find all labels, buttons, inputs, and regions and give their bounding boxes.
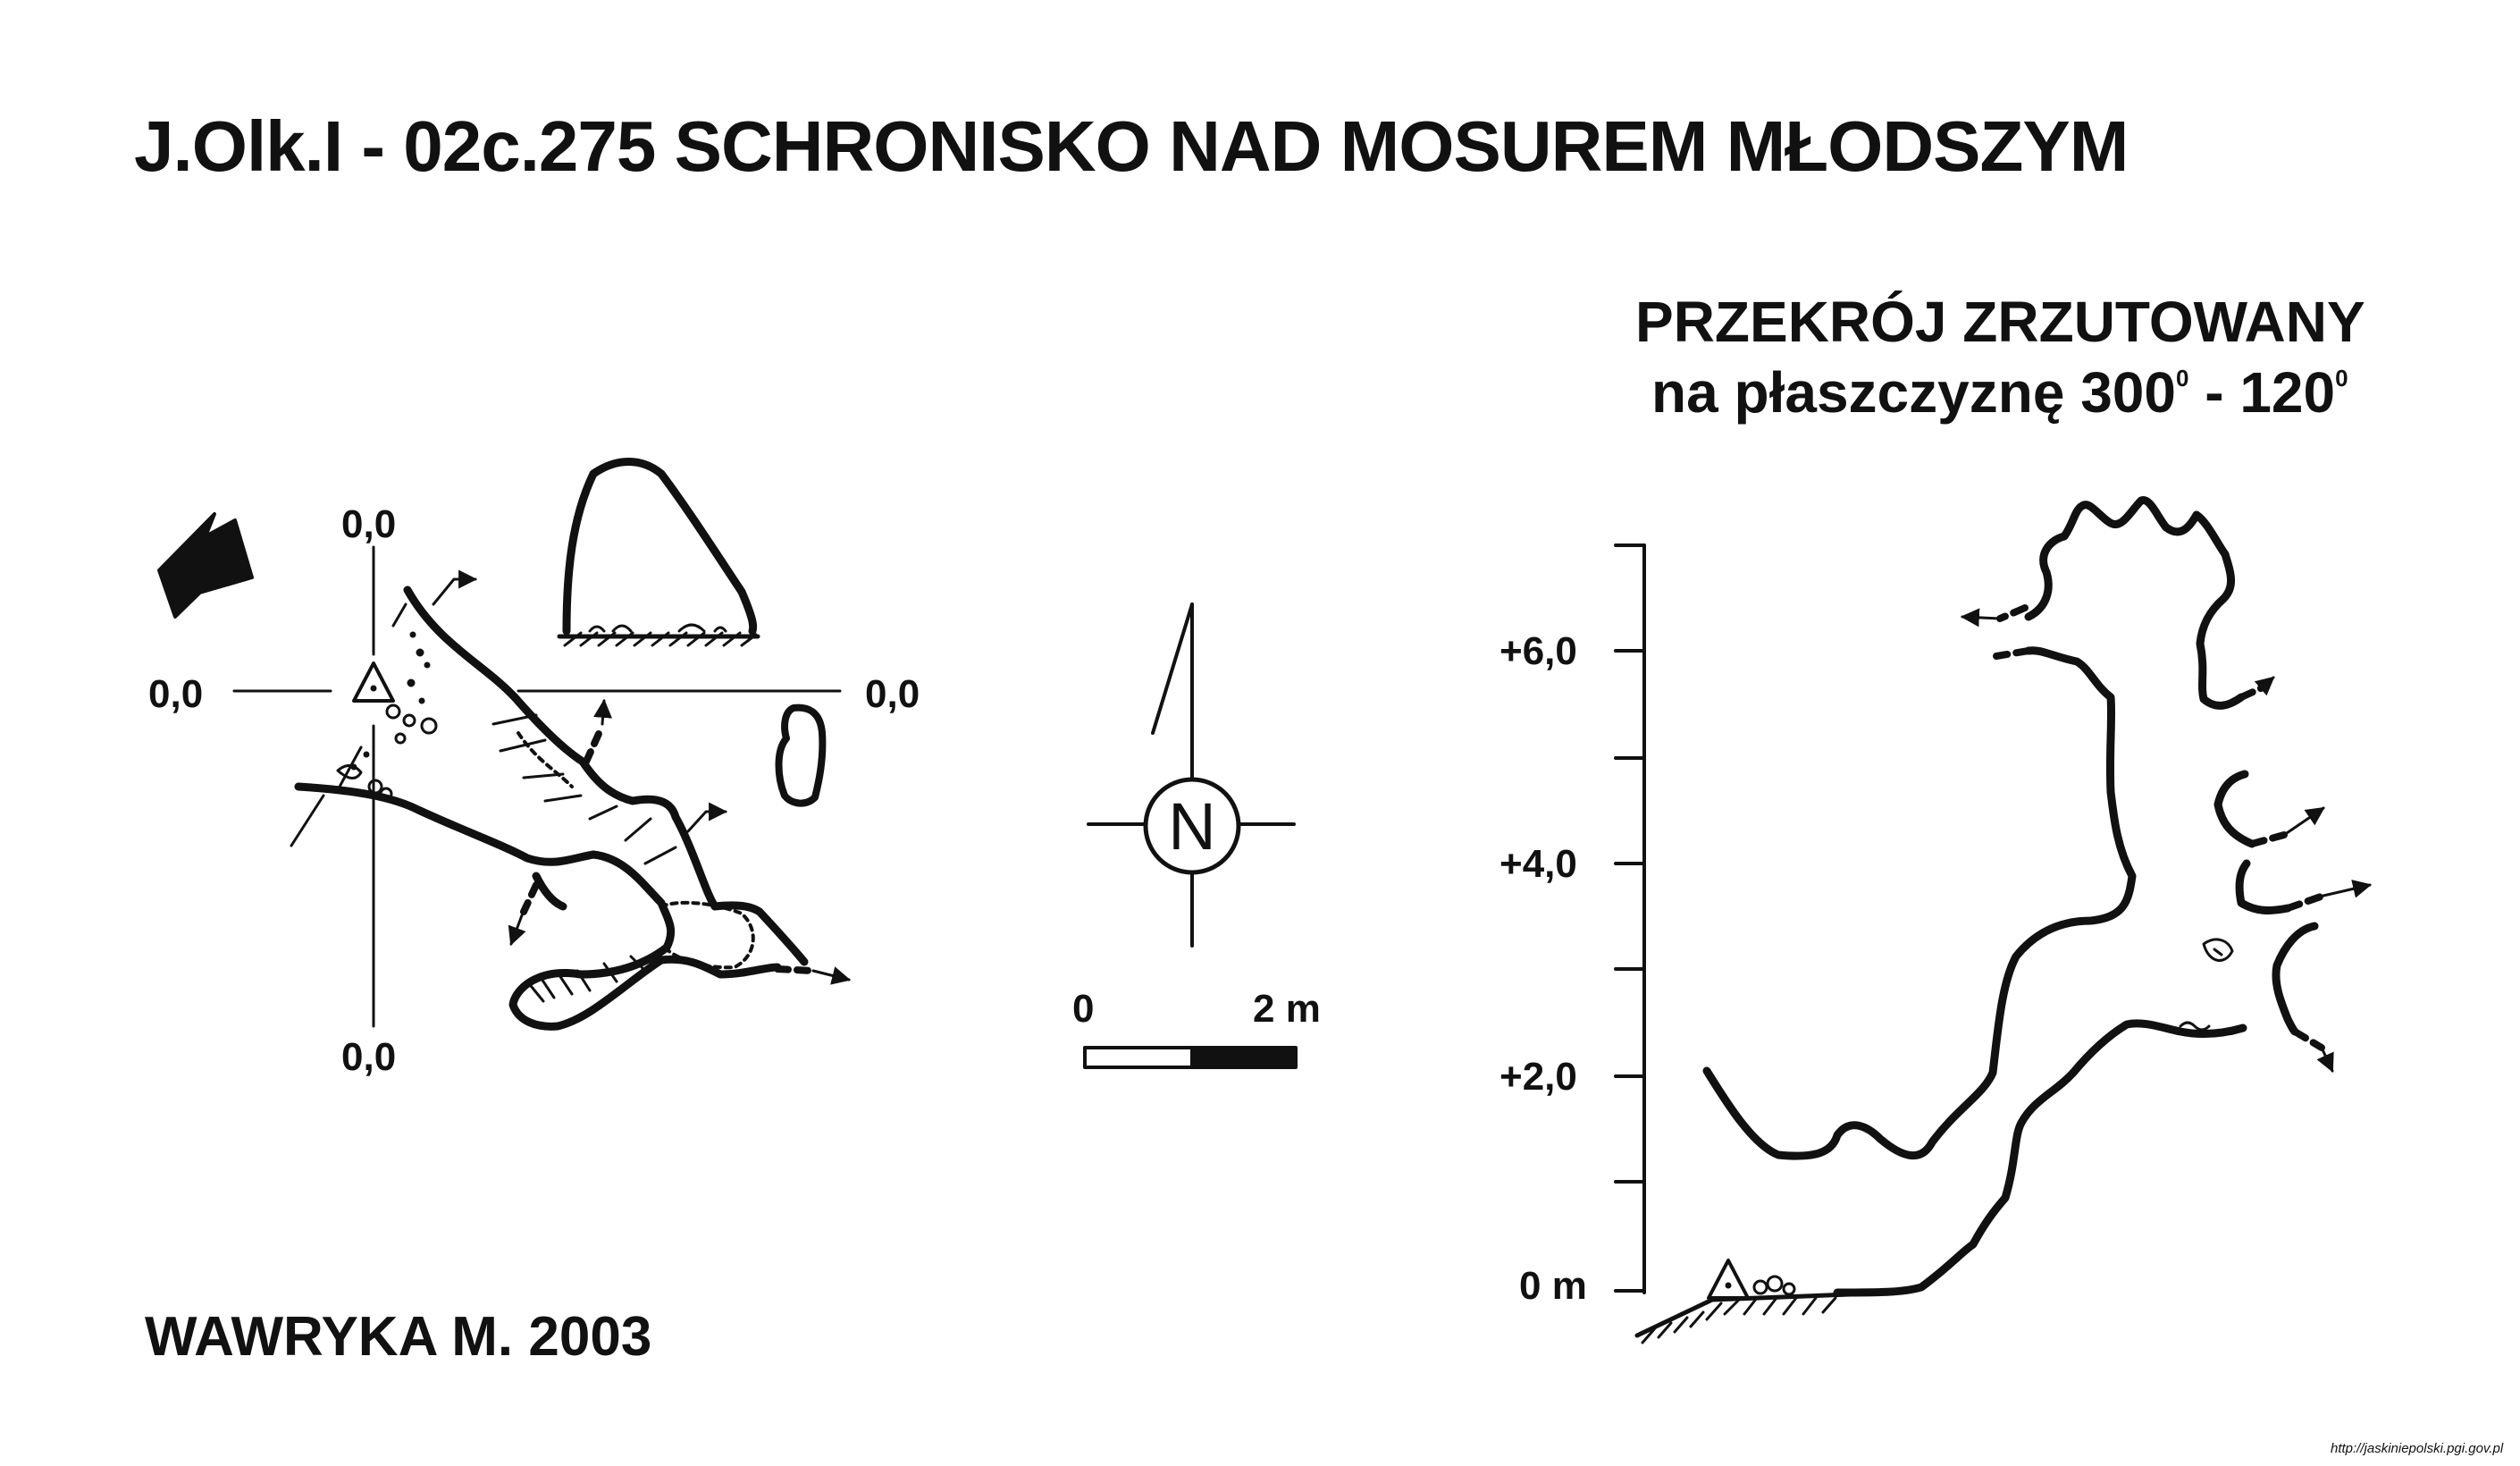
plan-continuations — [520, 722, 817, 974]
profile-datum-icon — [1707, 1259, 1796, 1300]
scale-bar — [1083, 1046, 1298, 1069]
section-plane-text-2: - 120 — [2188, 360, 2336, 425]
cave-plan-outline — [294, 586, 809, 1031]
section-cut-marks — [432, 569, 728, 833]
section-plane-text: na płaszczyznę 300 — [1651, 360, 2176, 425]
scale-end-label: 2 m — [1253, 987, 1321, 1031]
elevation-label-4: +4,0 — [1499, 842, 1577, 886]
north-arrow-icon — [1087, 602, 1296, 948]
section-title: PRZEKRÓJ ZRZUTOWANY — [1635, 290, 2365, 354]
map-title: J.Olk.I - 02c.275 SCHRONISKO NAD MOSUREM… — [134, 106, 2129, 186]
profile-continuations — [1993, 604, 2327, 1051]
inner-passage-ledge — [517, 731, 755, 970]
cave-profile-outline — [1702, 496, 2319, 1297]
ground-surface — [1634, 1292, 1852, 1344]
degree-superscript: 0 — [2175, 365, 2189, 392]
profile-exit-arrows — [1960, 608, 2373, 1073]
datum-point-icon — [352, 661, 395, 703]
plan-axis-label-bottom: 0,0 — [341, 1035, 397, 1079]
plan-axis-label-left: 0,0 — [148, 672, 204, 716]
rock-pillar-outline — [775, 704, 827, 807]
drip-line — [290, 602, 407, 847]
plan-exit-arrows — [508, 698, 852, 985]
elevation-label-6: +6,0 — [1499, 629, 1577, 673]
passage-hatching — [491, 713, 677, 1003]
profile-details — [2179, 938, 2234, 1032]
elevation-label-0: 0 m — [1519, 1264, 1587, 1308]
elevation-axis — [1614, 543, 1646, 1294]
plan-axis-label-right: 0,0 — [865, 672, 920, 716]
entrance-direction-arrow — [157, 512, 254, 619]
plan-axis-label-top: 0,0 — [341, 502, 397, 546]
scale-start-label: 0 — [1072, 987, 1095, 1031]
elevation-label-2: +2,0 — [1499, 1055, 1577, 1099]
north-label: N — [1168, 789, 1215, 864]
author-credit: WAWRYKA M. 2003 — [145, 1306, 652, 1368]
rubble-symbols — [336, 631, 438, 801]
degree-superscript-2: 0 — [2335, 365, 2348, 392]
entrance-cross-section — [557, 458, 760, 647]
plan-axes — [232, 545, 842, 1028]
section-subtitle: na płaszczyznę 3000 - 1200 — [1651, 359, 2348, 425]
source-url: http://jaskiniepolski.pgi.gov.pl — [2331, 1441, 2504, 1456]
